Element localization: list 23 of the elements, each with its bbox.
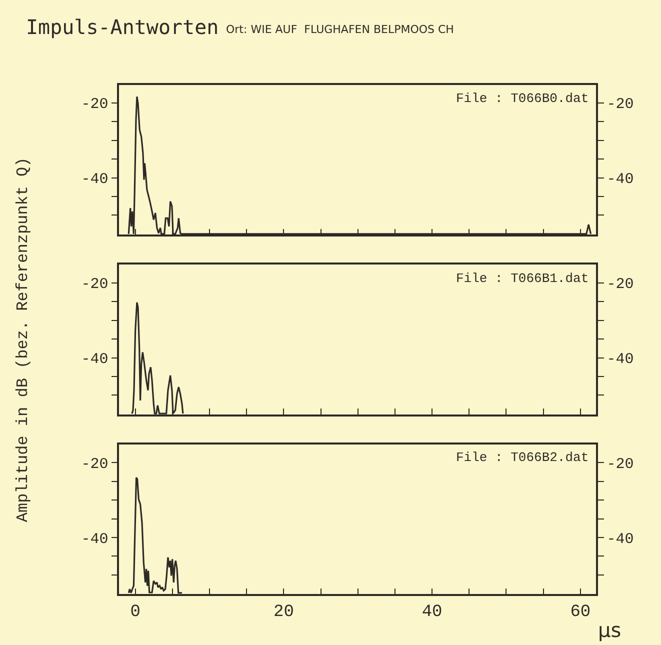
y-tick-label: -20 (81, 96, 108, 114)
x-tick-label: 0 (130, 603, 140, 622)
y2-tick-label: -20 (606, 276, 634, 294)
annotation: File : T066B0.dat (456, 91, 589, 106)
y2-tick-label: -20 (606, 456, 634, 473)
y2-tick-label: -40 (606, 171, 634, 188)
x-tick-label: 40 (422, 603, 442, 622)
y-axis-title: Amplitude in dB (bez. Referenzpunkt Q) (14, 157, 32, 522)
y2-tick-label: -20 (606, 96, 634, 114)
x-axis-title: µs (598, 618, 622, 642)
y-tick-label: -20 (81, 456, 108, 473)
annotation: File : T066B2.dat (456, 450, 589, 465)
chart-subtitle: Ort: WIE AUF FLUGHAFEN BELPMOOS CH (226, 23, 454, 36)
y-tick-label: -40 (81, 171, 108, 188)
chart-title: Impuls-Antworten (26, 15, 219, 39)
annotation: File : T066B1.dat (456, 271, 589, 286)
y-tick-label: -20 (81, 276, 108, 294)
y2-tick-label: -40 (606, 351, 634, 368)
x-tick-label: 20 (273, 603, 294, 622)
x-tick-label: 60 (570, 603, 591, 622)
y2-tick-label: -40 (606, 530, 634, 548)
y-tick-label: -40 (81, 530, 108, 548)
y-tick-label: -40 (81, 351, 108, 368)
